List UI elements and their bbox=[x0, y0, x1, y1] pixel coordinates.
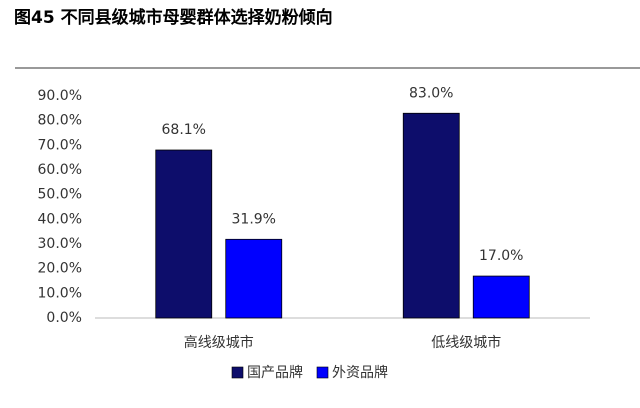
y-tick-label: 0.0% bbox=[46, 310, 82, 326]
y-tick-label: 40.0% bbox=[38, 211, 82, 227]
bar bbox=[155, 149, 213, 319]
y-tick-label: 10.0% bbox=[38, 285, 82, 301]
bar bbox=[472, 275, 530, 319]
y-tick-label: 20.0% bbox=[38, 261, 82, 277]
legend-label: 外资品牌 bbox=[332, 364, 388, 381]
bar bbox=[402, 112, 460, 319]
y-tick-label: 80.0% bbox=[38, 113, 82, 129]
value-label: 83.0% bbox=[409, 85, 453, 101]
x-tick-label: 高线级城市 bbox=[184, 334, 254, 351]
x-tick-label: 低线级城市 bbox=[431, 334, 501, 351]
y-tick-label: 70.0% bbox=[38, 137, 82, 153]
y-tick-label: 30.0% bbox=[38, 236, 82, 252]
bar bbox=[225, 238, 283, 319]
y-tick-label: 60.0% bbox=[38, 162, 82, 178]
legend-swatch bbox=[231, 366, 244, 379]
y-tick-label: 90.0% bbox=[38, 88, 82, 104]
legend-swatch bbox=[316, 366, 329, 379]
y-tick-label: 50.0% bbox=[38, 187, 82, 203]
chart-title: 图45 不同县级城市母婴群体选择奶粉倾向 bbox=[14, 7, 333, 28]
legend-label: 国产品牌 bbox=[247, 364, 303, 381]
value-label: 31.9% bbox=[232, 211, 276, 227]
value-label: 17.0% bbox=[479, 248, 523, 264]
value-label: 68.1% bbox=[162, 122, 206, 138]
